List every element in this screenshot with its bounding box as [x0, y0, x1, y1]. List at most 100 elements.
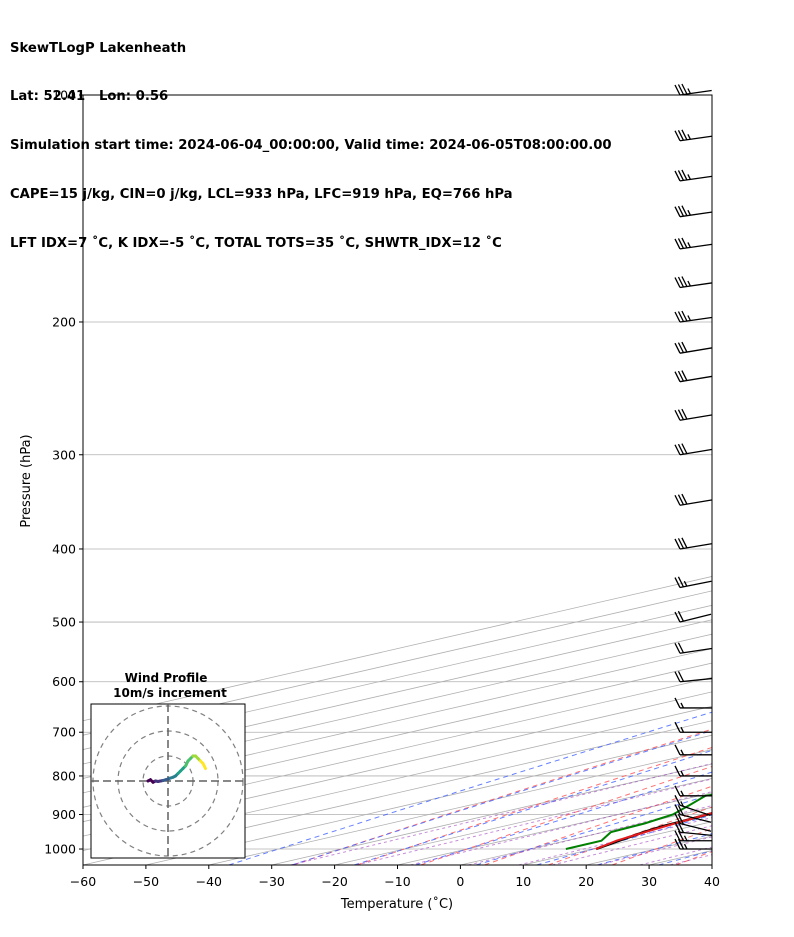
y-axis-ticks: 1000 900 800 700 600 500 400 300 200 100 [44, 88, 83, 857]
wind-barb [674, 370, 712, 383]
wind-barb-flag [677, 805, 684, 816]
isotherm-line [649, 850, 712, 865]
header-indices: LFT IDX=7 ˚C, K IDX=-5 ˚C, TOTAL TOTS=35… [10, 236, 502, 252]
isotherm-line [83, 662, 712, 808]
y-tick-label: 1000 [44, 842, 76, 857]
hodograph-segment [201, 762, 207, 770]
mixing-ratio-line [468, 805, 712, 865]
wind-barb-flag [677, 409, 685, 420]
wind-barb-half [680, 702, 685, 709]
wind-barb-shaft [679, 175, 712, 182]
moist-adiabat-line [353, 749, 712, 865]
y-tick-label: 300 [52, 447, 76, 462]
wind-barb-flag [674, 277, 681, 288]
wind-barb-flag [677, 610, 684, 622]
hodograph-inset [90, 703, 246, 859]
wind-barb-flag [677, 671, 685, 682]
wind-barb-shaft [679, 813, 712, 823]
wind-barb [674, 408, 712, 421]
wind-barb [674, 821, 712, 837]
wind-barb [674, 576, 712, 589]
isotherm-line [208, 749, 712, 865]
x-tick-label: −10 [384, 874, 410, 889]
moist-adiabat-line [415, 771, 712, 865]
wind-barb-flag [677, 311, 685, 322]
wind-barb [674, 310, 712, 323]
wind-barb-flag [677, 538, 685, 549]
dry-adiabat-line [420, 765, 712, 865]
isotherm-line [775, 95, 794, 865]
wind-barb-shaft [679, 677, 712, 683]
mixing-ratio-line [518, 817, 712, 865]
wind-barb-flag [674, 611, 681, 623]
wind-barb-flag [681, 493, 688, 505]
hodograph-subtitle: 10m/s increment [113, 686, 227, 700]
wind-barb-flag [674, 409, 681, 421]
mixing-ratio-line [356, 778, 712, 865]
wind-barb-flag [674, 804, 681, 815]
y-tick-label: 800 [52, 768, 76, 783]
dry-adiabat-line [484, 785, 712, 865]
x-tick-label: 40 [704, 874, 720, 889]
x-tick-label: −30 [259, 874, 285, 889]
wind-barb-flag [681, 237, 688, 249]
wind-barb-shaft [679, 89, 712, 96]
wind-barb-flag [677, 238, 685, 249]
wind-barb-flag [674, 744, 681, 756]
wind-barb-shaft [679, 243, 712, 250]
wind-barb-flag [677, 342, 685, 353]
y-tick-label: 400 [52, 541, 76, 556]
header-station: SkewTLogP Lakenheath [10, 40, 187, 56]
wind-barb-flag [674, 795, 681, 806]
wind-barb-flag [674, 671, 681, 683]
wind-barb [674, 443, 712, 456]
wind-barb-half [687, 88, 691, 94]
wind-barb-flag [674, 494, 681, 506]
wind-barb-half [680, 770, 685, 777]
wind-barb-flag [674, 830, 681, 842]
y-tick-label: 100 [52, 88, 76, 103]
wind-barb-shaft [679, 135, 712, 142]
wind-barb [674, 169, 712, 182]
wind-barb-flag [677, 129, 685, 141]
wind-barb [674, 795, 711, 817]
wind-barb-half [683, 835, 688, 842]
wind-barbs [674, 83, 712, 850]
moist-adiabat-line [658, 850, 712, 865]
y-tick-label: 600 [52, 674, 76, 689]
dry-adiabat-line [740, 95, 794, 865]
wind-barb-half [687, 280, 691, 287]
wind-barb [674, 493, 712, 506]
wind-barb-flag [674, 577, 681, 588]
wind-barb-flag [677, 576, 685, 588]
wind-barb [674, 721, 712, 733]
mixing-ratio-line [290, 763, 712, 865]
wind-barb-flag [681, 408, 688, 420]
wind-barb-flag [681, 169, 688, 181]
wind-barb-flag [674, 84, 681, 96]
wind-barb-flag [681, 205, 688, 216]
wind-barb-flag [674, 697, 681, 709]
wind-barb [674, 237, 712, 250]
isotherm-line [145, 734, 712, 865]
moist-adiabat-line [536, 814, 712, 865]
moist-adiabat-line [720, 95, 794, 865]
wind-barb [674, 744, 712, 756]
wind-barb-flag [674, 206, 681, 217]
wind-barb-flag [681, 310, 688, 322]
dry-adiabat-line [611, 828, 712, 865]
dry-adiabat-line [356, 746, 712, 865]
wind-barb-half [680, 749, 685, 756]
x-tick-label: 30 [641, 874, 657, 889]
wind-barb-shaft [679, 822, 712, 832]
wind-barb [674, 276, 712, 289]
isotherm-line [83, 720, 712, 865]
wind-barb-shaft [679, 647, 712, 654]
header-times: Simulation start time: 2024-06-04_00:00:… [10, 138, 612, 154]
x-axis-label: Temperature (˚C) [340, 896, 453, 912]
wind-barb-shaft [679, 282, 712, 289]
wind-barb-flag [674, 342, 681, 354]
wind-barb-flag [681, 443, 688, 454]
wind-barb-flag [681, 370, 688, 381]
